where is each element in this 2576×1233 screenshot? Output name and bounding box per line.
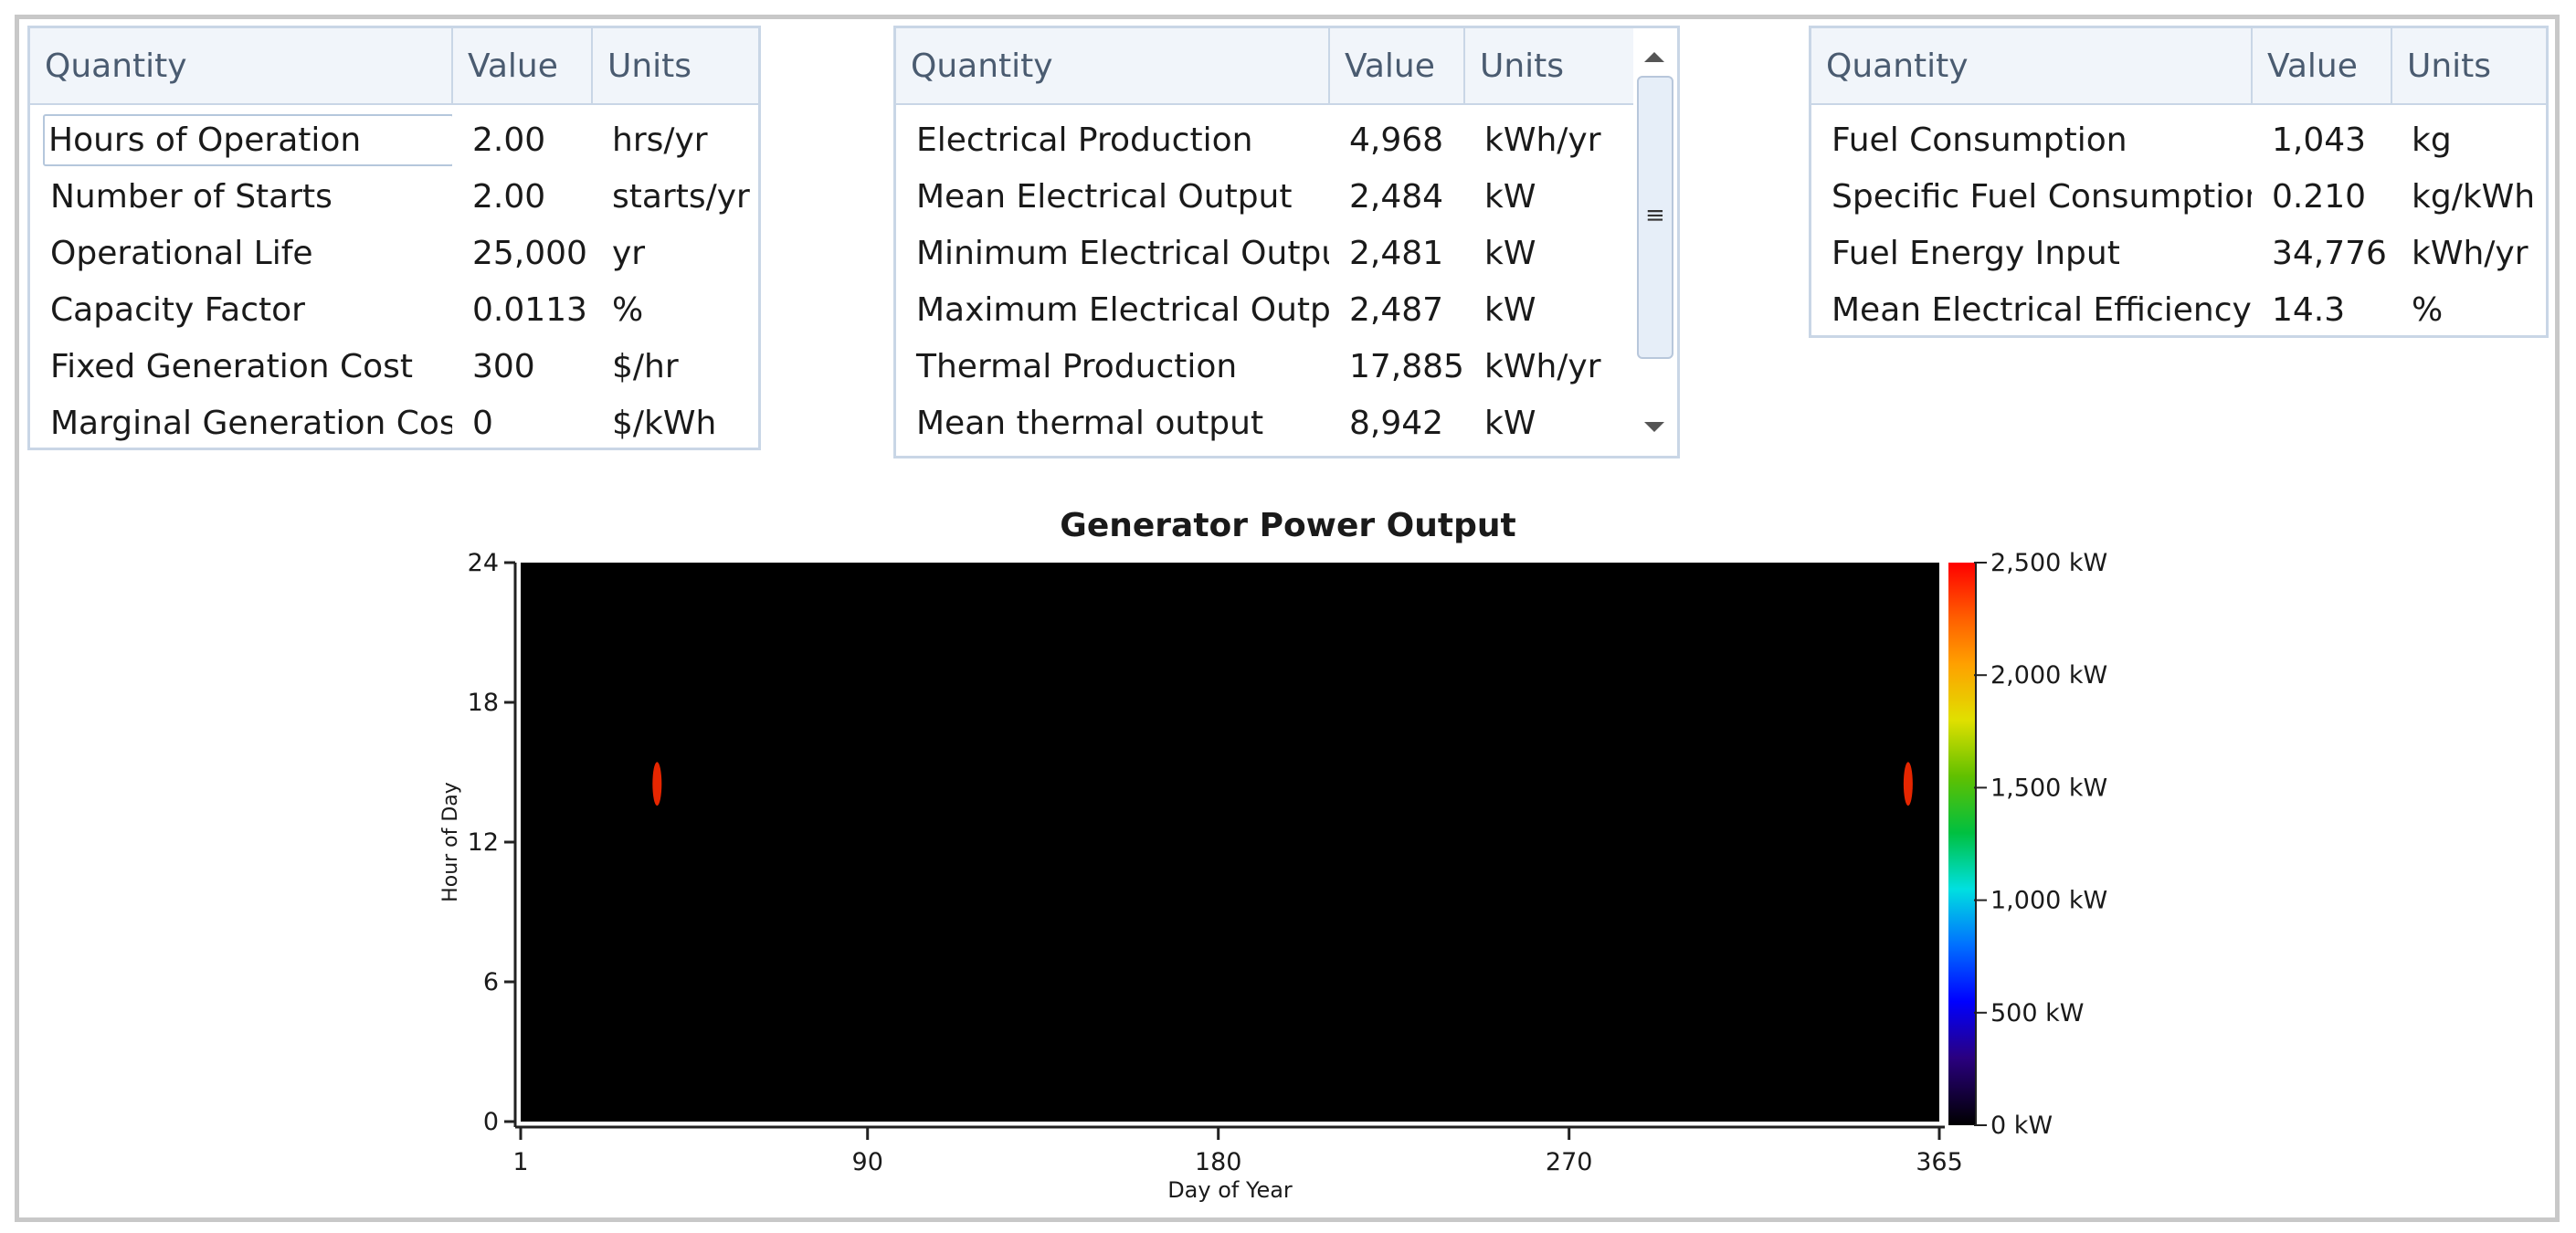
cell-units[interactable]: $/hr [612, 347, 679, 385]
cell-units[interactable]: hrs/yr [612, 121, 708, 159]
cell-value[interactable]: 17,885 [1349, 347, 1464, 385]
cell-value[interactable]: 4,968 [1349, 121, 1444, 159]
cell-value[interactable]: 2,484 [1349, 177, 1444, 216]
cell-units[interactable]: % [612, 290, 644, 329]
table-row[interactable]: Hours of Operation 2.00 hrs/yr [30, 104, 758, 168]
column-header-units[interactable]: Units [592, 28, 758, 105]
cell-units[interactable]: yr [612, 234, 646, 272]
cell-value[interactable]: 2.00 [472, 177, 546, 216]
cell-quantity[interactable]: Number of Starts [50, 177, 333, 216]
cell-value[interactable]: 8,942 [1349, 404, 1444, 442]
cell-units[interactable]: kg [2412, 121, 2452, 159]
table-row[interactable]: Mean thermal output 8,942 kW [896, 395, 1639, 451]
cell-units[interactable]: kW [1484, 290, 1536, 329]
column-header-units[interactable]: Units [2391, 28, 2546, 105]
cell-quantity[interactable]: Fuel Consumption [1832, 121, 2127, 159]
electrical-production-table: Quantity Value Units Electrical Producti… [893, 26, 1680, 458]
scrollbar-grip-icon: ≡ [1645, 202, 1665, 229]
cell-value[interactable]: 0.0113 [472, 290, 587, 329]
table-row[interactable]: Fuel Energy Input 34,776 kWh/yr [1811, 225, 2546, 281]
table-row[interactable]: Operational Life 25,000 yr [30, 225, 758, 281]
table-header-row: Quantity Value Units [1811, 28, 2546, 105]
cell-units[interactable]: kWh/yr [1484, 121, 1601, 159]
table-header-row: Quantity Value Units [896, 28, 1639, 105]
cell-units[interactable]: % [2412, 290, 2444, 329]
table-row[interactable]: Number of Starts 2.00 starts/yr [30, 168, 758, 225]
column-header-value[interactable]: Value [2252, 28, 2392, 105]
cell-value[interactable]: 0 [472, 404, 493, 442]
cell-units[interactable]: kg/kWh [2412, 177, 2536, 216]
cell-quantity[interactable]: Fixed Generation Cost [50, 347, 414, 385]
cell-units[interactable]: kW [1484, 177, 1536, 216]
cell-quantity[interactable]: Mean thermal output [916, 404, 1264, 442]
column-header-units[interactable]: Units [1464, 28, 1639, 105]
table-row[interactable]: Thermal Production 17,885 kWh/yr [896, 338, 1639, 395]
cell-quantity[interactable]: Operational Life [50, 234, 313, 272]
cell-quantity[interactable]: Thermal Production [916, 347, 1238, 385]
cell-value[interactable]: 2,487 [1349, 290, 1444, 329]
cell-units[interactable]: kWh/yr [1484, 347, 1601, 385]
cell-quantity[interactable]: Specific Fuel Consumption [1832, 177, 2252, 216]
cell-quantity[interactable]: Capacity Factor [50, 290, 305, 329]
cell-quantity[interactable]: Maximum Electrical Output [916, 290, 1329, 329]
table-header-row: Quantity Value Units [30, 28, 758, 105]
table-row[interactable]: Maximum Electrical Output 2,487 kW [896, 281, 1639, 338]
cell-value[interactable]: 2.00 [472, 121, 546, 159]
table-row[interactable]: Mean Electrical Output 2,484 kW [896, 168, 1639, 225]
table-row[interactable]: Minimum Electrical Output 2,481 kW [896, 225, 1639, 281]
cell-value[interactable]: 0.210 [2272, 177, 2367, 216]
cell-quantity[interactable]: Fuel Energy Input [1832, 234, 2120, 272]
cell-value[interactable]: 34,776 [2272, 234, 2387, 272]
table-row[interactable]: Marginal Generation Cost 0 $/kWh [30, 395, 758, 451]
cell-quantity[interactable]: Mean Electrical Efficiency [1832, 290, 2252, 329]
cell-quantity[interactable]: Electrical Production [916, 121, 1253, 159]
chart-title: Generator Power Output [1060, 507, 1516, 544]
cell-value[interactable]: 25,000 [472, 234, 587, 272]
cell-units[interactable]: starts/yr [612, 177, 750, 216]
cell-value[interactable]: 1,043 [2272, 121, 2367, 159]
cell-value[interactable]: 300 [472, 347, 535, 385]
cell-units[interactable]: kW [1484, 234, 1536, 272]
column-header-value[interactable]: Value [1329, 28, 1465, 105]
table-row[interactable]: Mean Electrical Efficiency 14.3% [1811, 281, 2546, 338]
column-header-quantity[interactable]: Quantity [30, 28, 453, 105]
cell-value[interactable]: 2,481 [1349, 234, 1444, 272]
table-row[interactable]: Specific Fuel Consumption 0.210 kg/kWh [1811, 168, 2546, 225]
scrollbar-thumb[interactable] [1637, 76, 1673, 359]
scroll-down-arrow-icon[interactable] [1644, 422, 1664, 432]
column-header-quantity[interactable]: Quantity [896, 28, 1330, 105]
cell-units[interactable]: kW [1484, 404, 1536, 442]
generator-operation-table: Quantity Value Units Hours of Operation 2… [27, 26, 761, 450]
table-row[interactable]: Fuel Consumption 1,043 kg [1811, 104, 2546, 168]
cell-quantity[interactable]: Mean Electrical Output [916, 177, 1293, 216]
cell-units[interactable]: kWh/yr [2412, 234, 2528, 272]
cell-value[interactable]: 14.3 [2272, 290, 2346, 329]
cell-quantity[interactable]: Minimum Electrical Output [916, 234, 1329, 272]
scroll-up-arrow-icon[interactable] [1644, 52, 1664, 62]
cell-quantity[interactable]: Marginal Generation Cost [50, 404, 452, 442]
table-row[interactable]: Electrical Production 4,968 kWh/yr [896, 104, 1639, 168]
selected-cell-hours-of-operation[interactable]: Hours of Operation [43, 114, 452, 166]
column-header-quantity[interactable]: Quantity [1811, 28, 2253, 105]
fuel-summary-table: Quantity Value Units Fuel Consumption 1,0… [1809, 26, 2549, 338]
table-row[interactable]: Capacity Factor 0.0113% [30, 281, 758, 338]
cell-units[interactable]: $/kWh [612, 404, 717, 442]
vertical-scrollbar[interactable]: ≡ [1633, 28, 1677, 456]
column-header-value[interactable]: Value [452, 28, 593, 105]
cell-quantity[interactable]: Hours of Operation [30, 104, 452, 168]
table-row[interactable]: Fixed Generation Cost 300 $/hr [30, 338, 758, 395]
